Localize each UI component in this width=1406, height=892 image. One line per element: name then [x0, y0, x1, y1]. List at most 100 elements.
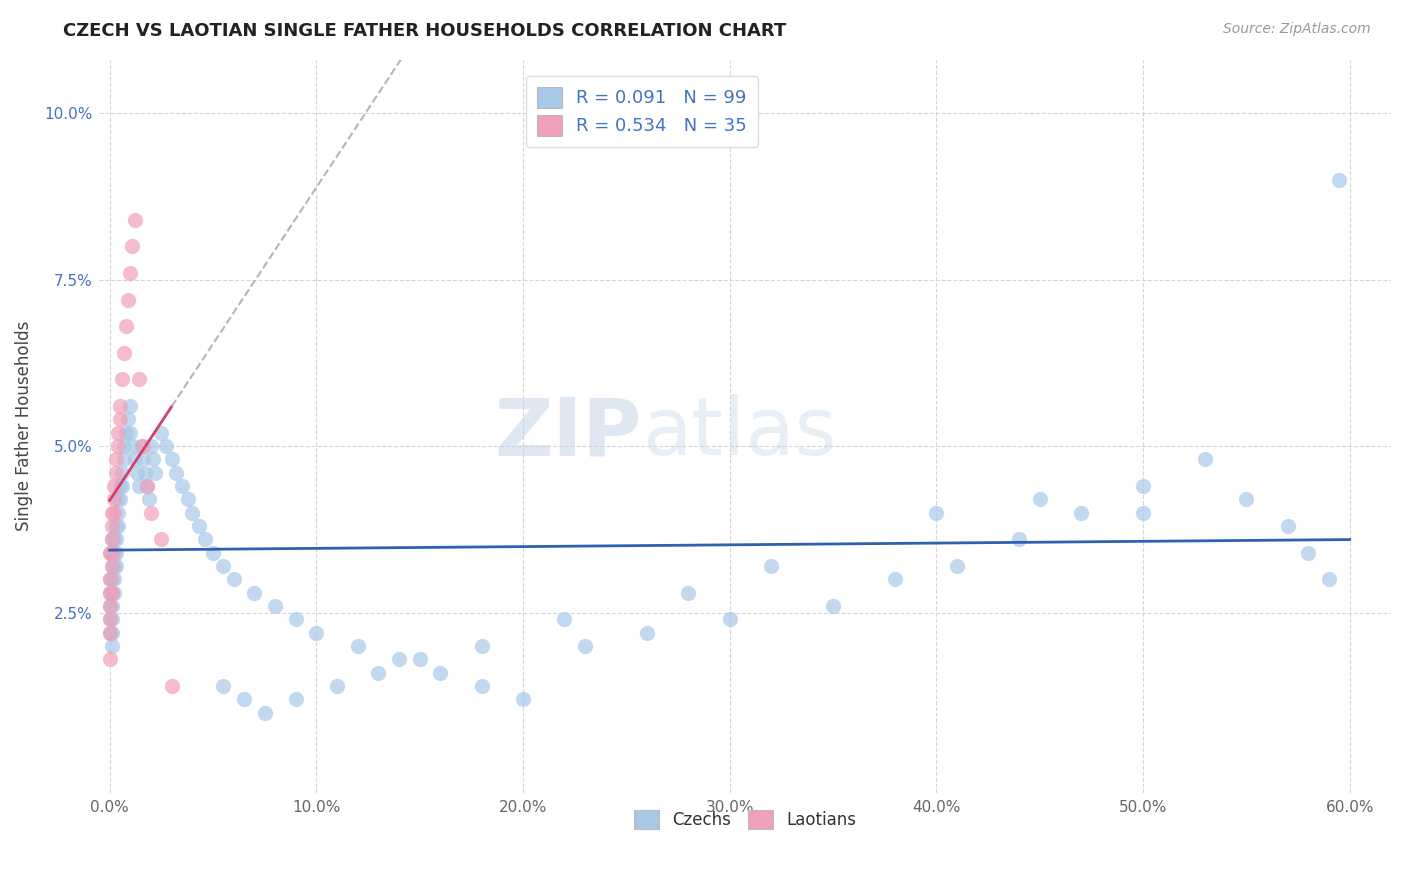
Point	[160, 679, 183, 693]
Point	[104, 546, 127, 560]
Point	[1028, 492, 1050, 507]
Point	[512, 692, 534, 706]
Point	[104, 466, 127, 480]
Point	[1070, 506, 1092, 520]
Point	[112, 439, 135, 453]
Point	[253, 706, 276, 720]
Point	[124, 212, 146, 227]
Point	[98, 573, 121, 587]
Point	[112, 346, 135, 360]
Point	[101, 625, 124, 640]
Point	[101, 533, 124, 547]
Point	[111, 372, 134, 386]
Point	[98, 585, 121, 599]
Point	[115, 425, 138, 440]
Point	[202, 546, 225, 560]
Point	[132, 439, 155, 453]
Point	[142, 452, 165, 467]
Point	[108, 492, 131, 507]
Point	[101, 559, 124, 574]
Point	[150, 533, 173, 547]
Point	[165, 466, 187, 480]
Point	[104, 452, 127, 467]
Point	[120, 266, 142, 280]
Point	[636, 625, 658, 640]
Point	[117, 293, 139, 307]
Point	[1298, 546, 1320, 560]
Point	[120, 425, 142, 440]
Point	[101, 585, 124, 599]
Point	[101, 546, 124, 560]
Point	[101, 506, 124, 520]
Point	[132, 452, 155, 467]
Point	[101, 599, 124, 613]
Point	[243, 585, 266, 599]
Point	[98, 546, 121, 560]
Point	[718, 612, 741, 626]
Text: Source: ZipAtlas.com: Source: ZipAtlas.com	[1223, 22, 1371, 37]
Point	[103, 546, 125, 560]
Point	[103, 492, 125, 507]
Point	[172, 479, 194, 493]
Point	[103, 573, 125, 587]
Point	[187, 519, 209, 533]
Point	[136, 479, 159, 493]
Point	[103, 479, 125, 493]
Point	[98, 573, 121, 587]
Point	[305, 625, 328, 640]
Point	[125, 466, 148, 480]
Point	[678, 585, 700, 599]
Point	[104, 559, 127, 574]
Point	[107, 425, 129, 440]
Point	[103, 559, 125, 574]
Point	[104, 533, 127, 547]
Point	[98, 612, 121, 626]
Point	[759, 559, 782, 574]
Point	[117, 412, 139, 426]
Point	[222, 573, 245, 587]
Point	[326, 679, 349, 693]
Legend: Czechs, Laotians: Czechs, Laotians	[627, 803, 863, 836]
Point	[103, 533, 125, 547]
Point	[108, 479, 131, 493]
Point	[346, 639, 368, 653]
Point	[101, 519, 124, 533]
Point	[212, 679, 235, 693]
Point	[101, 639, 124, 653]
Point	[101, 559, 124, 574]
Point	[107, 506, 129, 520]
Point	[1194, 452, 1216, 467]
Point	[98, 625, 121, 640]
Point	[574, 639, 596, 653]
Point	[101, 585, 124, 599]
Point	[367, 665, 389, 680]
Point	[134, 466, 156, 480]
Point	[284, 612, 307, 626]
Point	[98, 599, 121, 613]
Point	[98, 625, 121, 640]
Point	[101, 546, 124, 560]
Point	[124, 452, 146, 467]
Point	[120, 399, 142, 413]
Point	[884, 573, 907, 587]
Point	[101, 533, 124, 547]
Point	[139, 506, 162, 520]
Point	[1277, 519, 1299, 533]
Point	[429, 665, 451, 680]
Point	[194, 533, 217, 547]
Point	[98, 612, 121, 626]
Point	[284, 692, 307, 706]
Text: atlas: atlas	[643, 394, 837, 473]
Point	[409, 652, 432, 666]
Point	[155, 439, 177, 453]
Point	[107, 439, 129, 453]
Point	[1008, 533, 1031, 547]
Point	[115, 319, 138, 334]
Point	[150, 425, 173, 440]
Point	[129, 439, 152, 453]
Point	[101, 612, 124, 626]
Point	[136, 479, 159, 493]
Point	[1132, 479, 1154, 493]
Point	[138, 492, 160, 507]
Point	[233, 692, 256, 706]
